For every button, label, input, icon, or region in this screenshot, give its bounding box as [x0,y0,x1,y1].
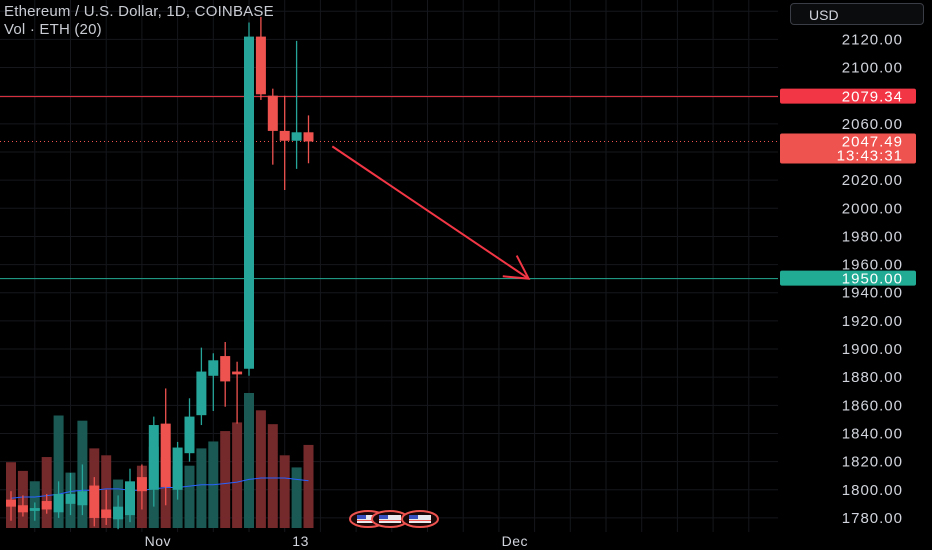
volume-bar [41,457,52,528]
volume-bar [267,424,278,528]
candle-body [220,356,231,382]
candle-body [291,132,302,141]
price-tick-label: 1980.00 [842,228,903,245]
volume-bar [291,467,302,528]
chart-grid [0,0,778,532]
candle-body [232,371,243,375]
candle-body [172,447,183,490]
candle-body [53,494,64,513]
horizontal-lines [0,96,778,280]
time-tick-label: Dec [502,533,528,549]
candle-body [196,371,207,416]
volume-bar [220,431,231,528]
volume-bar [53,415,64,528]
time-axis[interactable]: Nov 13 Dec [0,532,778,550]
price-tick-label: 1900.00 [842,341,903,358]
symbol-title[interactable]: Ethereum / U.S. Dollar, 1D, COINBASE [4,3,274,20]
price-tick-label: 2100.00 [842,60,903,77]
countdown-text: 13:43:31 [837,147,903,164]
currency-button[interactable]: USD [790,3,924,25]
candle-body [148,425,159,490]
price-tick-label: 1820.00 [842,454,903,471]
price-tick-label: 1940.00 [842,285,903,302]
resistance-price-text: 2079.34 [842,89,903,106]
candle-body [101,509,112,518]
candle-body [208,360,219,376]
candle-body [125,481,135,516]
current-price-text: 2047.49 [842,133,903,150]
candle-body [136,477,147,492]
volume-bar [255,410,266,528]
candle-body [29,508,40,511]
arrow-shaft [331,145,530,280]
price-tick-label: 1960.00 [842,257,903,274]
time-axis-bg [0,532,778,550]
price-tick-label: 1920.00 [842,313,903,330]
price-tick-label: 2020.00 [842,172,903,189]
candle-body [77,491,88,506]
price-tick-label: 2120.00 [842,31,903,48]
price-axis[interactable]: 2140.002120.002100.002080.002060.002040.… [778,0,932,550]
arrow-head [502,255,531,280]
price-tick-label: 1880.00 [842,369,903,386]
candle-body [89,485,100,518]
resistance-price-label: 2079.34 [780,88,916,106]
support-price-text: 1950.00 [842,271,903,288]
candle-body [255,36,266,95]
candlesticks [6,16,314,530]
candle-body [160,423,171,487]
volume-legend[interactable]: Vol · ETH (20) [4,21,102,38]
price-tick-label: 1780.00 [842,510,903,527]
time-tick-label: Nov [145,533,171,549]
time-tick-label: 13 [292,533,309,549]
event-badges[interactable] [349,510,439,528]
us-flag-icon[interactable] [401,510,439,528]
candle-body [244,36,254,369]
price-tick-label: 1800.00 [842,482,903,499]
volume-bar [184,465,195,528]
candle-body [279,130,290,141]
volume-bar [303,444,314,528]
candle-body [17,505,28,513]
candle-body [184,416,195,454]
candle-body [41,501,52,510]
price-tick-label: 1860.00 [842,397,903,414]
candle-body [65,494,76,504]
candle-body [303,132,314,142]
volume-bar [232,422,243,528]
projection-arrow [331,145,531,280]
volume-bar [244,393,254,528]
price-tick-label: 2060.00 [842,116,903,133]
volume-bars [6,393,314,528]
price-tick-label: 1840.00 [842,425,903,442]
candle-body [113,506,124,520]
chart-legend: Ethereum / U.S. Dollar, 1D, COINBASE Vol… [4,3,274,39]
volume-bar [279,455,290,528]
candle-body [6,499,16,507]
price-tick-label: 2000.00 [842,200,903,217]
volume-ma-line [10,477,309,499]
candle-body [267,95,278,131]
support-price-label: 1950.00 [780,270,916,288]
volume-bar [196,448,207,528]
